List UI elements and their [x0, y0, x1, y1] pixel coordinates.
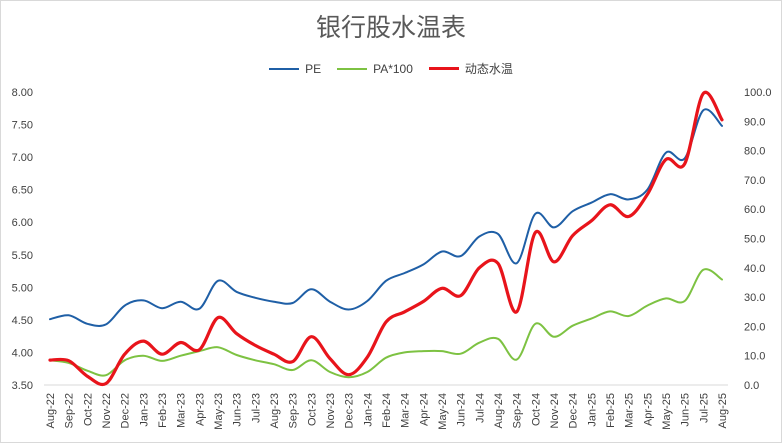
y-left-tick-label: 4.00	[12, 347, 33, 359]
x-tick-label: Apr-24	[418, 393, 430, 426]
legend-item-pa: PA*100	[337, 60, 413, 77]
y-right-tick-label: 90.0	[744, 116, 765, 128]
x-tick-label: Mar-23	[176, 393, 188, 428]
y-right-tick-label: 50.0	[744, 234, 765, 246]
x-tick-label: Feb-24	[381, 393, 393, 428]
x-tick-label: Jul-24	[474, 393, 486, 423]
x-tick-label: Apr-23	[194, 393, 206, 426]
x-tick-label: Dec-24	[568, 393, 580, 428]
legend-swatch-water-temp	[428, 67, 459, 70]
legend-label-pe: PE	[305, 61, 322, 76]
x-tick-label: Sep-22	[64, 393, 76, 428]
chart-title: 银行股水温表	[315, 13, 466, 42]
x-tick-label: Oct-23	[306, 393, 318, 426]
x-tick-label: Aug-25	[717, 393, 729, 428]
x-tick-label: Nov-23	[325, 393, 337, 428]
x-tick-label: Nov-24	[549, 393, 561, 428]
x-tick-label: Feb-25	[605, 393, 617, 428]
legend-swatch-pa	[337, 67, 368, 70]
y-left-tick-label: 3.50	[12, 380, 33, 392]
x-tick-label: Sep-24	[512, 393, 524, 428]
x-tick-label: Aug-23	[269, 393, 281, 428]
legend-item-pe: PE	[269, 60, 321, 77]
x-tick-label: Jul-23	[250, 393, 262, 423]
x-tick-label: Jun-23	[232, 393, 244, 427]
series-line-pe	[49, 108, 723, 327]
series-line-water-temp	[48, 90, 724, 387]
x-tick-label: Nov-22	[101, 393, 113, 428]
y-left-tick-label: 4.50	[12, 315, 33, 327]
x-tick-label: Jul-25	[698, 393, 710, 423]
y-right-tick-label: 30.0	[744, 292, 765, 304]
x-tick-label: Dec-22	[120, 393, 132, 428]
x-tick-label: Feb-23	[157, 393, 169, 428]
legend-label-pa: PA*100	[373, 61, 413, 76]
y-left-tick-label: 6.50	[12, 185, 33, 197]
x-tick-label: Aug-24	[493, 393, 505, 428]
legend-label-water-temp: 动态水温	[464, 62, 513, 76]
legend: PE PA*100 动态水温	[0, 60, 782, 77]
x-tick-label: Oct-22	[82, 393, 94, 426]
y-left-tick-label: 7.00	[12, 152, 33, 164]
x-tick-label: Jun-25	[680, 393, 692, 427]
x-tick-label: May-25	[661, 393, 673, 430]
y-left-tick-label: 5.50	[12, 250, 33, 262]
x-tick-label: May-24	[437, 393, 449, 430]
y-left-tick-label: 5.00	[12, 282, 33, 294]
y-right-tick-label: 40.0	[744, 263, 765, 275]
x-tick-label: May-23	[213, 393, 225, 430]
y-left-tick-label: 7.50	[12, 120, 33, 132]
y-right-tick-label: 10.0	[744, 351, 765, 363]
y-left-tick-label: 8.00	[12, 87, 33, 99]
y-left-tick-label: 6.00	[12, 217, 33, 229]
series-line-pa	[49, 268, 723, 379]
x-tick-label: Aug-22	[45, 393, 57, 428]
x-tick-label: Sep-23	[288, 393, 300, 428]
y-right-tick-label: 0.0	[744, 380, 759, 392]
y-right-tick-label: 60.0	[744, 204, 765, 216]
x-tick-label: Oct-24	[530, 393, 542, 426]
legend-swatch-pe	[269, 67, 300, 70]
x-tick-label: Dec-23	[344, 393, 356, 428]
x-tick-label: Jun-24	[456, 393, 468, 427]
y-right-tick-label: 80.0	[744, 146, 765, 158]
y-right-tick-label: 20.0	[744, 321, 765, 333]
x-tick-label: Mar-24	[400, 393, 412, 428]
x-tick-label: Jan-24	[362, 393, 374, 427]
legend-item-water-temp: 动态水温	[428, 60, 513, 77]
x-tick-label: Mar-25	[624, 393, 636, 428]
y-right-tick-label: 70.0	[744, 175, 765, 187]
x-tick-label: Apr-25	[642, 393, 654, 426]
y-right-tick-label: 100.0	[744, 87, 772, 99]
x-tick-label: Jan-25	[586, 393, 598, 427]
x-tick-label: Jan-23	[138, 393, 150, 427]
